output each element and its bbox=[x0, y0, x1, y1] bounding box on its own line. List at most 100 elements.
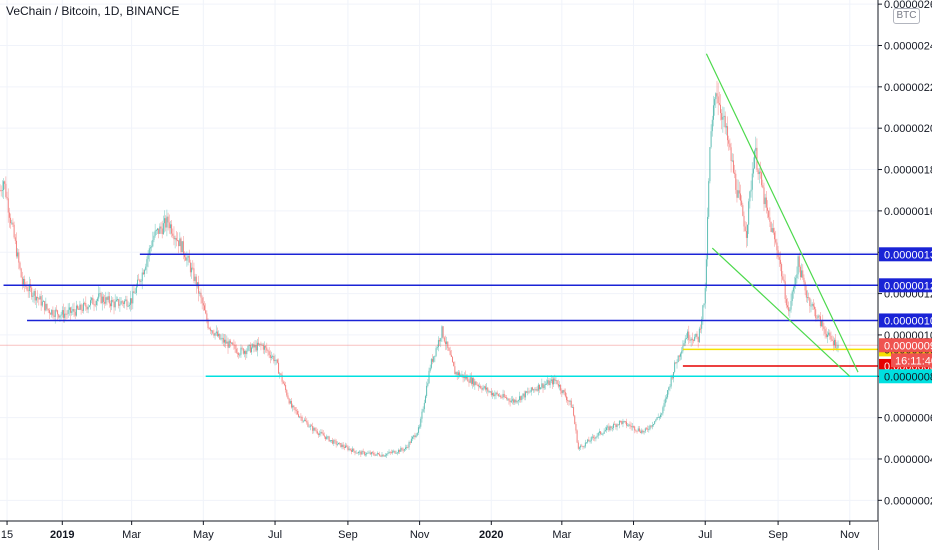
candle-body bbox=[282, 381, 284, 384]
candle-body bbox=[375, 454, 377, 456]
candle-body bbox=[544, 384, 546, 385]
candle-body bbox=[834, 339, 836, 346]
candle-body bbox=[493, 393, 495, 397]
price-tick-label: 0.00000220 bbox=[884, 82, 932, 94]
candle-body bbox=[14, 237, 16, 241]
candle-body bbox=[42, 301, 44, 302]
candle-body bbox=[349, 448, 351, 450]
candle-body bbox=[477, 384, 479, 387]
candle-body bbox=[676, 362, 678, 364]
candle-body bbox=[747, 224, 749, 238]
candle-body bbox=[583, 446, 585, 448]
candle-body bbox=[346, 445, 348, 447]
candle-body bbox=[179, 238, 181, 247]
candle-body bbox=[192, 267, 194, 269]
candle-body bbox=[818, 315, 820, 317]
candle-body bbox=[824, 329, 826, 334]
time-scale[interactable] bbox=[0, 521, 878, 550]
candle-body bbox=[171, 224, 173, 234]
candle-body bbox=[429, 367, 431, 371]
candle-body bbox=[185, 257, 187, 261]
candle-body bbox=[792, 287, 794, 292]
candle-body bbox=[442, 326, 444, 338]
candle-body bbox=[564, 392, 566, 397]
candle-body bbox=[154, 230, 156, 236]
candle-body bbox=[509, 400, 511, 403]
candle-body bbox=[132, 291, 134, 304]
time-tick-label: Nov bbox=[410, 529, 430, 541]
candle-body bbox=[407, 447, 409, 448]
candle-body bbox=[604, 430, 606, 432]
candle-body bbox=[376, 453, 378, 455]
price-tick-label: 0.00000260 bbox=[884, 0, 932, 11]
candle-body bbox=[631, 426, 633, 428]
candle-body bbox=[521, 395, 523, 401]
candle-body bbox=[48, 310, 50, 314]
candle-body bbox=[656, 417, 658, 420]
candle-body bbox=[321, 431, 323, 434]
candle-body bbox=[340, 442, 342, 448]
candle-body bbox=[71, 311, 73, 313]
candle-body bbox=[15, 240, 17, 257]
candle-body bbox=[569, 400, 571, 402]
candle-body bbox=[772, 228, 774, 233]
candle-body bbox=[738, 190, 740, 194]
candle-body bbox=[775, 239, 777, 243]
candle-body bbox=[678, 355, 680, 357]
candle-body bbox=[640, 431, 642, 433]
candle-body bbox=[502, 393, 504, 398]
candle-body bbox=[497, 394, 499, 396]
candle-body bbox=[595, 436, 597, 439]
candle-body bbox=[256, 342, 258, 351]
candle-body bbox=[677, 355, 679, 363]
candle-body bbox=[503, 393, 505, 398]
currency-badge[interactable]: BTC bbox=[893, 8, 920, 24]
candle-body bbox=[155, 230, 157, 231]
candle-body bbox=[660, 414, 662, 418]
candle-body bbox=[829, 332, 831, 336]
candle-body bbox=[206, 313, 208, 321]
candle-body bbox=[669, 386, 671, 388]
candle-body bbox=[758, 171, 760, 175]
time-tick-label: Sep bbox=[338, 529, 358, 541]
candle-body bbox=[164, 218, 166, 224]
candle-body bbox=[238, 353, 240, 356]
trendline[interactable] bbox=[705, 53, 859, 373]
price-scale[interactable] bbox=[878, 0, 932, 550]
candle-body bbox=[730, 147, 732, 162]
candle-body bbox=[658, 417, 660, 418]
candle-body bbox=[799, 266, 801, 278]
candle-body bbox=[797, 256, 799, 275]
candle-body bbox=[636, 430, 638, 432]
candle-body bbox=[64, 313, 66, 318]
candle-body bbox=[551, 379, 553, 385]
candle-body bbox=[695, 333, 697, 337]
candle-body bbox=[480, 386, 482, 389]
candle-body bbox=[113, 301, 115, 308]
trendline[interactable] bbox=[711, 247, 851, 377]
candle-body bbox=[784, 281, 786, 300]
candle-body bbox=[175, 237, 177, 241]
candle-body bbox=[339, 442, 341, 444]
candle-body bbox=[546, 383, 548, 385]
candle-body bbox=[748, 201, 750, 225]
candle-body bbox=[325, 436, 327, 440]
candle-body bbox=[301, 416, 303, 421]
candle-body bbox=[783, 279, 785, 282]
candle-body bbox=[172, 233, 174, 236]
candle-body bbox=[286, 390, 288, 396]
candle-body bbox=[752, 168, 754, 174]
time-tick-label: May bbox=[623, 529, 644, 541]
candle-body bbox=[189, 262, 191, 273]
candle-body bbox=[650, 425, 652, 427]
candle-body bbox=[202, 303, 204, 306]
candle-body bbox=[209, 328, 211, 331]
candle-body bbox=[248, 344, 250, 346]
candle-body bbox=[560, 385, 562, 391]
candle-body bbox=[450, 354, 452, 358]
price-tick-label: 0.00000060 bbox=[884, 413, 932, 425]
candle-body bbox=[495, 392, 497, 395]
candle-body bbox=[308, 426, 310, 428]
